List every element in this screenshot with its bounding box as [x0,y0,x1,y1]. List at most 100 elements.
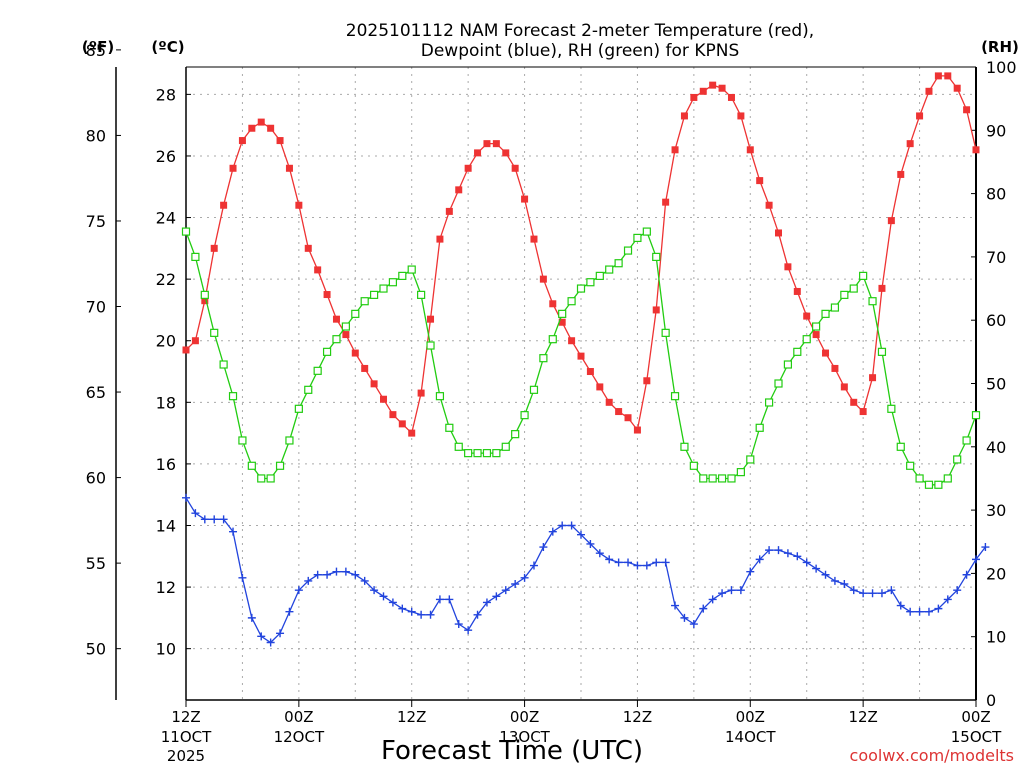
dewpoint-point [605,555,614,564]
celsius-tick-label: 16 [156,455,176,474]
rh-point [294,404,303,413]
dewpoint-point [417,610,426,619]
celsius-tick-label: 18 [156,393,176,412]
rh-point [689,461,698,470]
rh-point [464,449,473,458]
rh-point [708,474,717,483]
dewpoint-point [379,592,388,601]
temperature-point [511,164,519,172]
dewpoint-point [699,604,708,613]
rh-point [943,474,952,483]
dewpoint-point [304,576,313,585]
rh-point [228,392,238,401]
dewpoint-point [435,595,444,604]
dewpoint-point [294,586,303,595]
dewpoint-series [182,493,990,647]
rh-point [887,404,896,413]
rh-point [417,290,426,299]
temperature-point [633,426,641,434]
dewpoint-point [708,595,717,604]
temperature-point [389,411,397,419]
dewpoint-point [247,613,256,622]
fahrenheit-tick-label: 70 [86,298,106,317]
temperature-point [351,349,359,357]
temperature-point [408,429,416,437]
dewpoint-point [783,549,792,558]
dewpoint-point [191,509,200,518]
dewpoint-point [586,539,595,548]
rh-point [322,347,332,356]
dewpoint-point [464,626,473,635]
temperature-point [624,414,632,422]
dewpoint-point [896,601,905,610]
temperature-point [558,318,566,326]
dewpoint-point [859,589,868,598]
rh-point [379,284,388,293]
rh-point [191,252,200,261]
temperature-point [662,198,670,206]
temperature-point [276,137,284,145]
rh-point [877,347,887,356]
dewpoint-point [511,579,520,588]
temperature-point [586,368,594,376]
rh-point [736,468,745,477]
temperature-point [436,235,444,243]
dewpoint-point [257,632,266,641]
celsius-tick-label: 20 [156,332,176,351]
temperature-point [521,195,529,203]
fahrenheit-tick-label: 55 [86,554,106,573]
dewpoint-point [972,555,980,564]
dewpoint-point [548,527,557,536]
temperature-point [906,140,914,148]
temperature-point [530,235,538,243]
temperature-point [840,383,848,391]
dewpoint-point [906,607,915,616]
axes: 50 55 60 65 70 75 80 85 10 12 14 16 18 20 22 24 26 28 0 10 2… [86,41,1017,765]
rh-point [558,309,567,318]
temperature-point [257,118,265,126]
rh-point [774,379,783,388]
rh-point [633,233,642,243]
fahrenheit-tick-label: 65 [86,383,106,402]
rh-point [492,449,501,458]
temperature-point [793,287,801,295]
rh-point [746,455,755,464]
rh-point [313,366,322,375]
rh-series [181,227,981,489]
temperature-point [201,297,209,305]
dewpoint-point [877,589,886,598]
rh-point [341,322,350,331]
x-tick-label-time: 12Z [397,708,426,726]
series-layer [181,72,990,647]
rh-point [896,442,905,451]
temperature-point [314,266,322,274]
rh-point [529,385,539,394]
rh-point [266,474,275,483]
rh-point [652,252,661,261]
temperature-point [615,408,623,416]
temperature-point [210,244,218,252]
temperature-point [925,87,933,95]
x-tick-label-date: 14OCT [725,728,776,746]
rh-tick-label: 50 [986,375,1006,394]
dewpoint-point [746,567,755,576]
chart-title-line-2: Dewpoint (blue), RH (green) for KPNS [421,41,739,61]
x-tick-label-year: 2025 [167,747,205,765]
dewpoint-point [210,515,219,524]
rh-point [614,259,623,268]
rh-tick-label: 60 [986,311,1006,330]
temperature-point [887,217,895,225]
rh-point [567,297,576,306]
dewpoint-point [229,527,238,536]
dewpoint-point [868,589,877,598]
rh-point [764,398,774,407]
dewpoint-point [313,570,322,579]
rh-point [548,335,557,344]
rh-point [670,392,680,401]
rh-point [332,335,341,344]
rh-point [586,278,595,287]
dewpoint-point [407,607,416,616]
rh-point [511,430,520,439]
temperature-series [182,72,980,437]
